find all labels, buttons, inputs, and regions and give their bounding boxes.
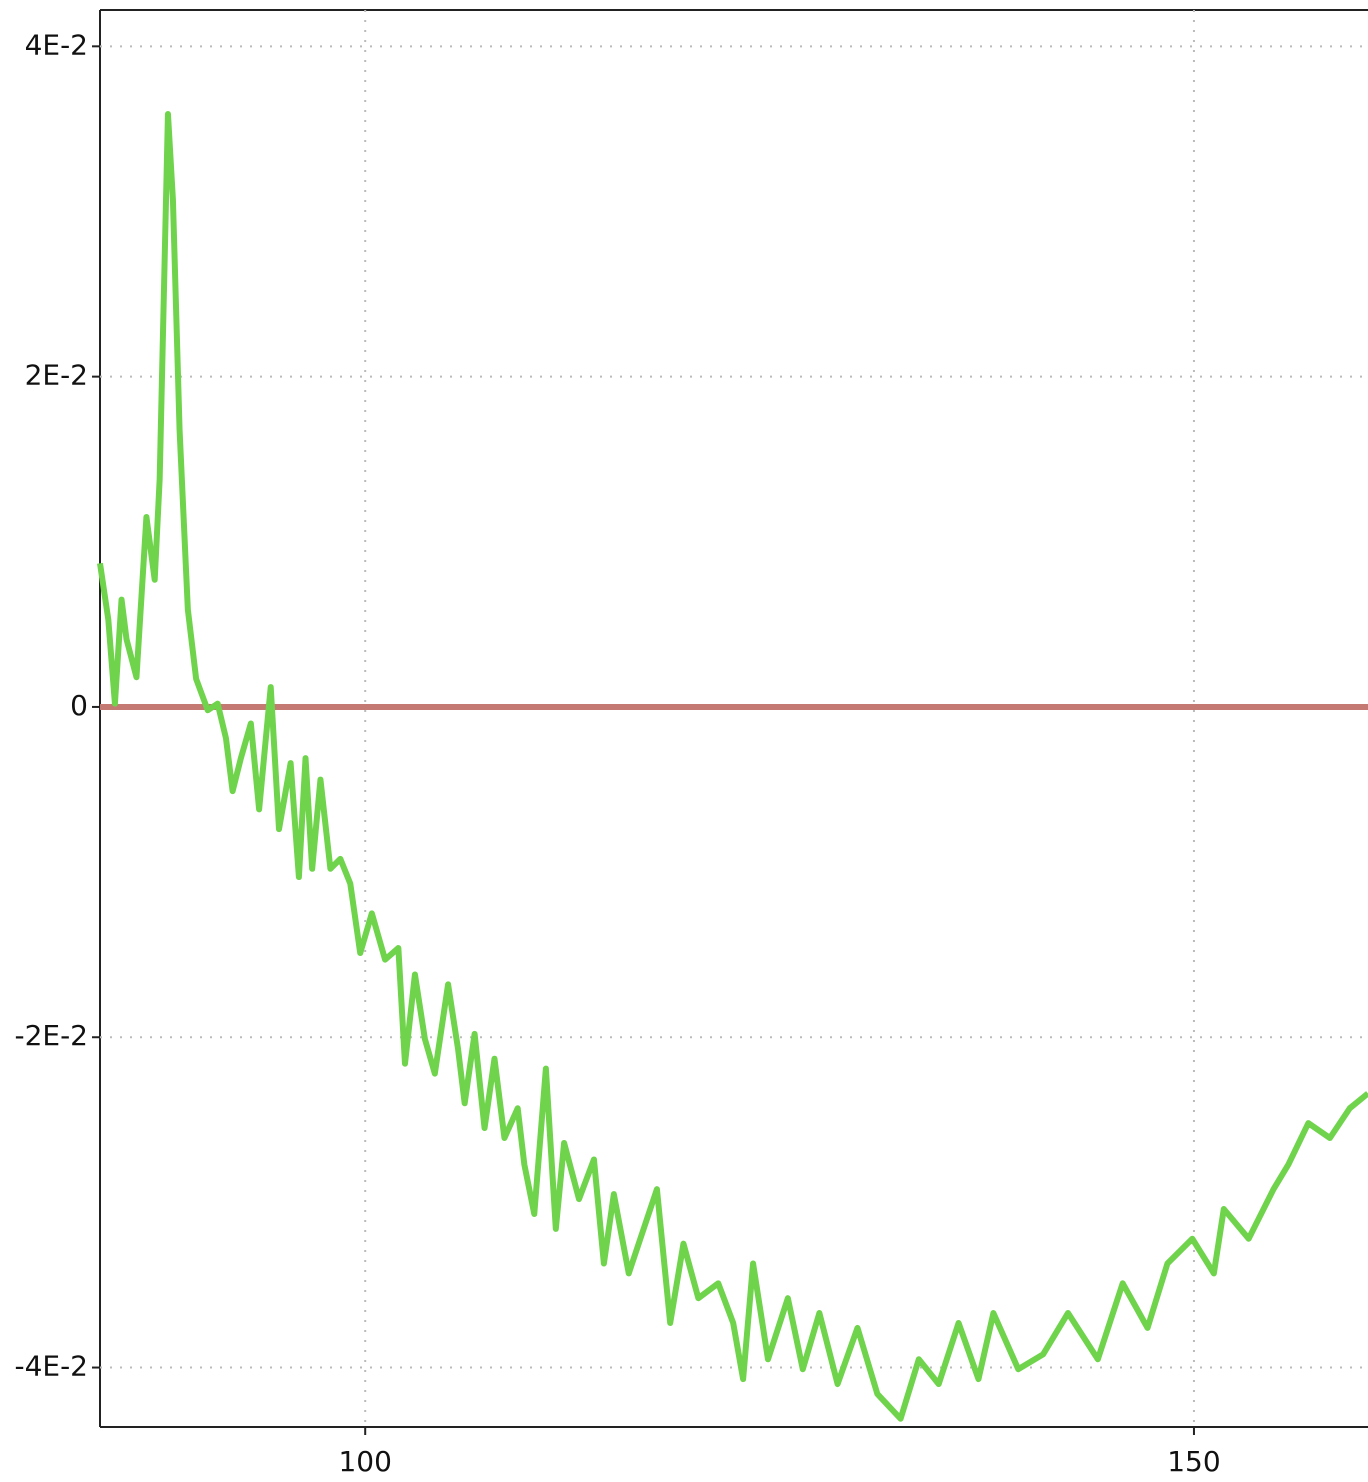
series-line xyxy=(97,111,1368,1422)
x-tick-label: 100 xyxy=(338,1445,391,1478)
y-tick-label: 0 xyxy=(70,689,88,722)
x-tick-label: 150 xyxy=(1167,1445,1220,1478)
y-tick-label: -4E-2 xyxy=(14,1350,88,1383)
y-tick-label: 4E-2 xyxy=(25,28,88,61)
y-tick-label: -2E-2 xyxy=(14,1019,88,1052)
y-tick-label: 2E-2 xyxy=(25,359,88,392)
